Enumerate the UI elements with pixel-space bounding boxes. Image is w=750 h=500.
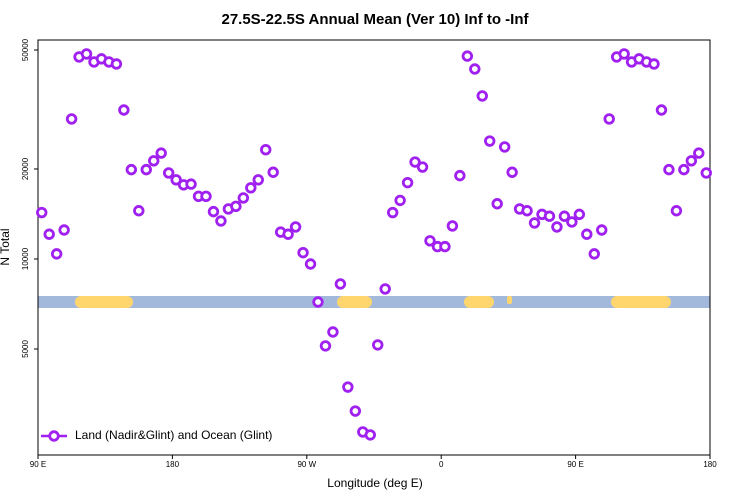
data-point [267, 166, 279, 178]
data-point [364, 429, 376, 441]
land-band [611, 296, 671, 308]
legend-label: Land (Nadir&Glint) and Ocean (Glint) [75, 428, 272, 442]
data-point [491, 198, 503, 210]
land-band [507, 296, 512, 304]
data-point [207, 205, 220, 218]
data-point [125, 163, 138, 176]
land-band [464, 296, 494, 308]
data-point [379, 283, 391, 295]
data-point [118, 104, 130, 116]
data-point [304, 258, 317, 270]
data-point [409, 156, 421, 168]
x-tick-label: 0 [439, 460, 444, 469]
x-tick-label: 180 [166, 460, 180, 469]
data-point [581, 228, 593, 240]
data-point [148, 155, 160, 167]
data-point [506, 166, 518, 178]
data-point [416, 161, 429, 173]
data-point [297, 246, 309, 259]
data-point [655, 104, 668, 116]
data-point [36, 206, 48, 219]
data-point [386, 206, 399, 219]
data-point [260, 144, 272, 156]
data-point [327, 326, 339, 338]
plot-frame [37, 39, 711, 456]
data-point [349, 405, 362, 417]
data-point [237, 192, 250, 204]
data-point [401, 176, 414, 189]
data-point [133, 205, 145, 217]
data-point [498, 141, 511, 153]
data-point [596, 224, 608, 236]
y-tick-label: 20000 [21, 157, 30, 180]
data-point [170, 174, 182, 186]
data-point [394, 194, 406, 207]
data-point [342, 381, 354, 393]
data-point [476, 90, 488, 102]
x-tick-label: 180 [703, 460, 717, 469]
data-point [618, 48, 630, 60]
y-axis-label: N Total [0, 228, 12, 265]
land-band [75, 296, 133, 308]
data-point [446, 220, 459, 232]
data-point [461, 50, 474, 62]
x-tick-label: 90 W [297, 460, 316, 469]
x-tick-label: 90 E [567, 460, 583, 469]
data-point [603, 113, 615, 125]
data-point [439, 240, 451, 253]
data-point [663, 163, 675, 176]
data-point [484, 135, 496, 147]
data-point [566, 216, 578, 228]
y-tick-label: 5000 [21, 340, 30, 358]
data-point [334, 278, 347, 290]
data-point [543, 210, 556, 222]
data-point [588, 248, 600, 260]
data-point [454, 169, 466, 182]
data-point [372, 339, 384, 351]
data-point [424, 235, 436, 247]
data-point [245, 182, 257, 194]
data-point [528, 217, 541, 229]
data-point [319, 340, 332, 352]
data-point [58, 224, 70, 236]
data-point [185, 178, 197, 190]
ocean-band [38, 296, 710, 308]
data-point [200, 190, 212, 203]
data-point [230, 200, 242, 213]
data-point [252, 174, 264, 186]
x-tick-label: 90 E [30, 460, 46, 469]
data-point [670, 205, 683, 217]
data-point [558, 210, 571, 222]
y-tick-label: 50000 [21, 38, 30, 61]
data-point [573, 208, 586, 221]
data-point [162, 167, 175, 179]
data-point [289, 221, 302, 233]
x-axis-label: Longitude (deg E) [327, 476, 422, 490]
data-point [685, 155, 698, 167]
data-point [693, 147, 705, 159]
data-point [648, 58, 660, 70]
data-point [43, 228, 55, 240]
land-band [337, 296, 372, 308]
data-point [50, 248, 63, 260]
data-point [469, 63, 481, 75]
data-point [521, 205, 533, 217]
data-point [155, 147, 167, 159]
data-point [80, 48, 93, 60]
data-point [678, 163, 690, 176]
data-point [110, 58, 123, 70]
data-point [700, 167, 712, 179]
y-tick-label: 10000 [21, 247, 30, 270]
data-point [215, 215, 227, 227]
data-point [140, 163, 152, 176]
surface-band [38, 296, 710, 308]
data-point [282, 228, 294, 240]
chart-title: 27.5S-22.5S Annual Mean (Ver 10) Inf to … [221, 11, 529, 28]
data-point [312, 296, 324, 308]
data-point [551, 221, 563, 233]
legend-marker [48, 430, 60, 442]
data-point [65, 113, 78, 125]
